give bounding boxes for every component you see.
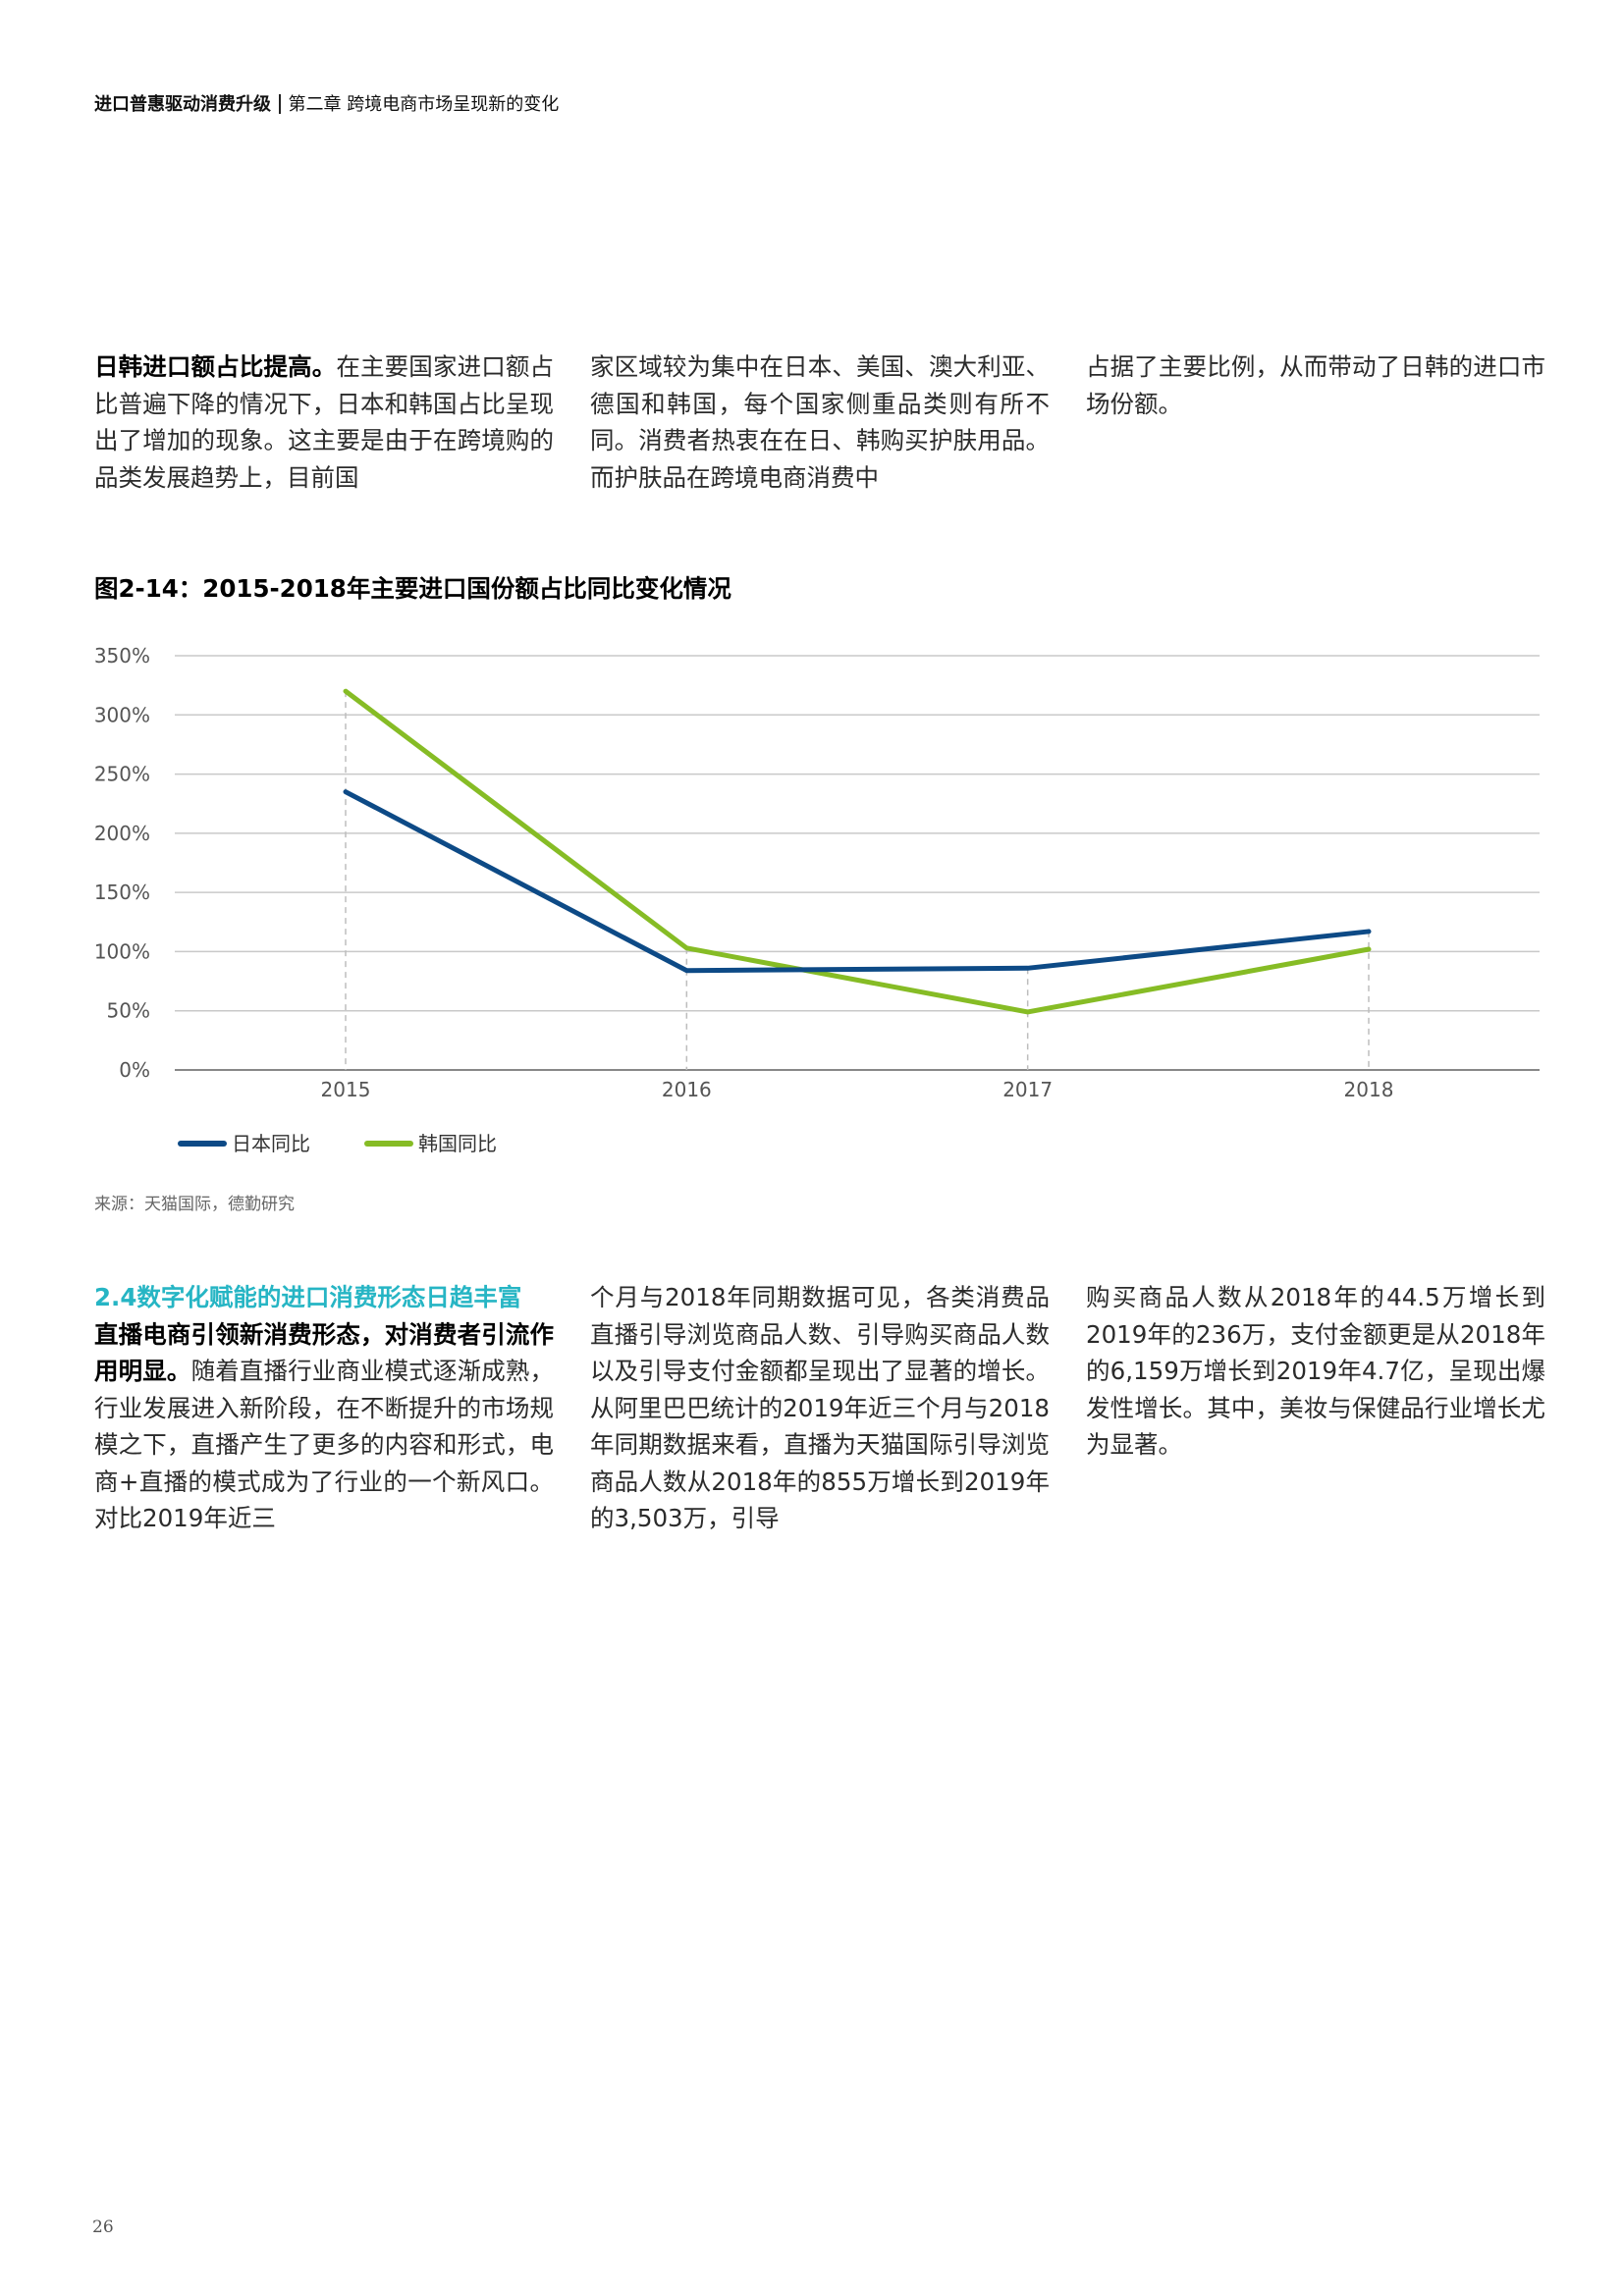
x-axis-ticks: 2015 2016 2017 2018 — [321, 1078, 1394, 1101]
lead-sentence: 直播电商引领新消费形态，对消费者引流作用明显。 — [94, 1319, 554, 1386]
y-tick-label: 200% — [94, 822, 150, 845]
chart-series — [343, 688, 1372, 1015]
y-tick-label: 100% — [94, 939, 150, 963]
top-text-column-3: 占据了主要比例，从而带动了日韩的进口市场份额。 — [1086, 348, 1545, 422]
data-point — [684, 968, 689, 973]
data-point — [1367, 929, 1371, 934]
chart-gridlines — [175, 655, 1540, 1071]
series-line — [343, 789, 1372, 974]
data-point — [1025, 966, 1030, 971]
x-tick-label: 2016 — [662, 1078, 712, 1101]
series-line — [343, 688, 1372, 1015]
x-tick-label: 2018 — [1344, 1078, 1394, 1101]
y-tick-label: 350% — [94, 644, 150, 667]
paragraph-text: 购买商品人数从2018年的44.5万增长到2019年的236万，支付金额更是从2… — [1086, 1283, 1545, 1459]
line-chart: 0%50%100%150%200%250%300%350% 2015 2016 20… — [94, 644, 1540, 1155]
data-point — [344, 689, 348, 694]
section-heading: 2.4数字化赋能的进口消费形态日趋丰富 — [94, 1283, 522, 1311]
x-tick-label: 2015 — [321, 1078, 371, 1101]
bottom-text-column-3: 购买商品人数从2018年的44.5万增长到2019年的236万，支付金额更是从2… — [1086, 1279, 1545, 1464]
legend-label: 日本同比 — [232, 1132, 310, 1155]
y-tick-label: 0% — [119, 1058, 150, 1082]
chart-legend: 日本同比 韩国同比 — [178, 1132, 497, 1155]
top-text-column-2: 家区域较为集中在日本、美国、澳大利亚、德国和韩国，每个国家侧重品类则有所不同。消… — [590, 348, 1050, 496]
x-tick-label: 2017 — [1002, 1078, 1053, 1101]
paragraph-text: 占据了主要比例，从而带动了日韩的进口市场份额。 — [1086, 352, 1545, 418]
lead-sentence: 日韩进口额占比提高。 — [94, 352, 337, 381]
paragraph-text: 随着直播行业商业模式逐渐成熟，行业发展进入新阶段，在不断提升的市场规模之下，直播… — [94, 1357, 555, 1532]
paragraph-text: 在主要国家进口额占比普遍下降的情况下，日本和韩国占比呈现出了增加的现象。这主要是… — [94, 352, 555, 492]
running-header: 进口普惠驱动消费升级 第二章 跨境电商市场呈现新的变化 — [94, 90, 559, 116]
y-tick-label: 150% — [94, 881, 150, 904]
paragraph-text: 家区域较为集中在日本、美国、澳大利亚、德国和韩国，每个国家侧重品类则有所不同。消… — [590, 352, 1050, 492]
data-point — [1367, 947, 1371, 952]
figure-title: 图2-14：2015-2018年主要进口国份额占比同比变化情况 — [94, 574, 731, 603]
top-text-column-1: 日韩进口额占比提高。在主要国家进口额占比普遍下降的情况下，日本和韩国占比呈现出了… — [94, 348, 554, 496]
data-point — [684, 945, 689, 950]
header-divider — [279, 94, 281, 114]
paragraph-text: 个月与2018年同期数据可见，各类消费品直播引导浏览商品人数、引导购买商品人数以… — [590, 1283, 1050, 1532]
report-title: 进口普惠驱动消费升级 — [94, 94, 271, 115]
y-tick-label: 50% — [107, 999, 150, 1023]
chapter-title: 第二章 跨境电商市场呈现新的变化 — [288, 94, 560, 115]
bottom-text-column-1: 2.4数字化赋能的进口消费形态日趋丰富直播电商引领新消费形态，对消费者引流作用明… — [94, 1279, 554, 1537]
page-number: 26 — [92, 2217, 114, 2237]
y-tick-label: 300% — [94, 703, 150, 726]
legend-label: 韩国同比 — [418, 1132, 497, 1155]
y-tick-label: 250% — [94, 763, 150, 786]
y-axis-ticks: 0% 50% 100% 150% 200% 250% 300% 350% — [94, 644, 150, 1082]
figure-source: 来源：天猫国际，德勤研究 — [94, 1195, 295, 1214]
bottom-text-column-2: 个月与2018年同期数据可见，各类消费品直播引导浏览商品人数、引导购买商品人数以… — [590, 1279, 1050, 1537]
data-point — [1025, 1009, 1030, 1014]
data-point — [344, 789, 348, 794]
